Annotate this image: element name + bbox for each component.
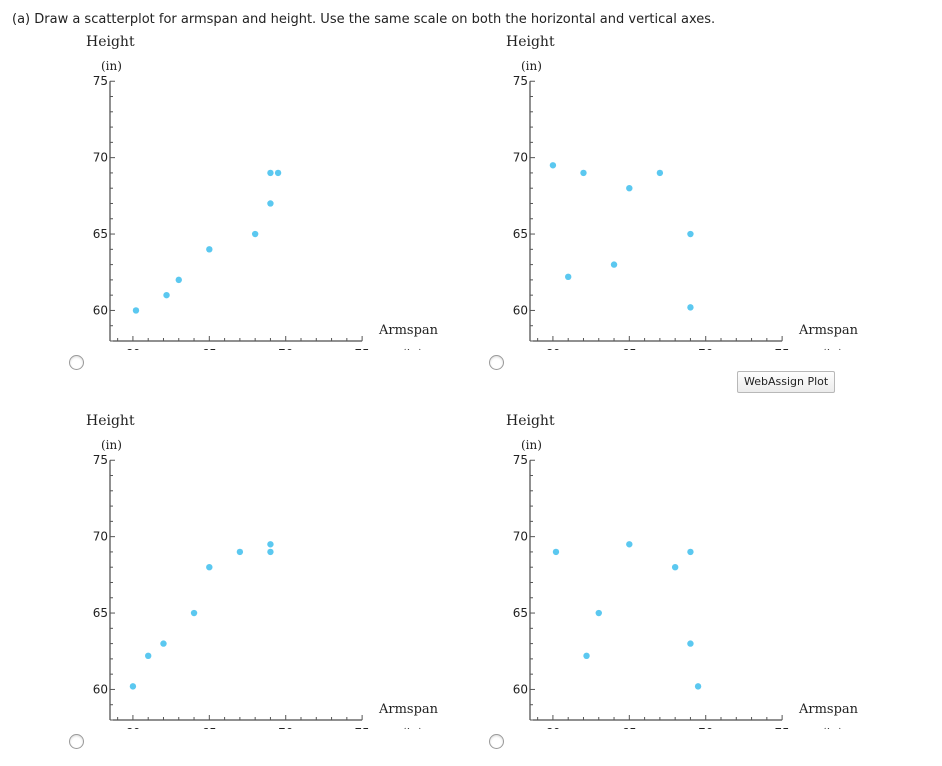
x-tick-label: 65 [622,726,637,729]
x-tick-label: 60 [125,347,140,350]
data-point [267,169,274,177]
x-axis-unit: (in) [822,347,843,350]
y-axis-label: Height [506,413,555,429]
scatterplot-option-a: 60 65 70 75 60 65 70 75 Height (in) Armspan (in) [60,30,480,350]
x-tick-label: 65 [202,347,217,350]
data-point [549,162,557,169]
y-axis-label: Height [506,34,555,50]
x-tick-label: 65 [202,726,217,729]
data-point [160,640,167,647]
y-axis-label: Height [86,34,135,50]
x-axis-unit: (in) [402,726,423,729]
y-tick-label: 65 [93,227,108,241]
x-tick-label: 70 [278,726,293,729]
data-point [267,548,274,556]
y-tick-label: 60 [513,303,528,317]
data-point [206,564,213,571]
y-tick-label: 60 [93,303,108,317]
question-text: (a) Draw a scatterplot for armspan and h… [12,12,716,27]
data-point [267,541,274,548]
x-axis-label: Armspan [378,702,439,717]
x-tick-label: 60 [125,726,140,729]
data-point [626,541,633,548]
data-point [694,683,702,690]
y-tick-label: 60 [513,682,528,696]
scatterplot-option-b: 60 65 70 75 60 65 70 75 Height (in) Armspan (in) [480,30,900,350]
y-axis-label: Height [86,413,135,429]
data-point [145,652,152,660]
x-tick-label: 70 [278,347,293,350]
data-point [175,276,182,284]
y-tick-label: 65 [513,606,528,620]
x-tick-label: 60 [545,347,560,350]
y-tick-label: 75 [513,74,528,88]
y-tick-label: 70 [93,530,108,544]
data-point [129,683,137,690]
x-tick-label: 75 [774,347,789,350]
y-axis-unit: (in) [521,438,542,452]
x-axis-label: Armspan [798,323,859,338]
data-point [687,304,694,311]
x-tick-label: 75 [354,347,369,350]
data-point [552,548,560,556]
y-axis-unit: (in) [101,59,122,73]
data-point [132,307,140,314]
scatterplot-svg: 60 65 70 75 60 65 70 75 Height (in) Armspan (in) [86,413,439,729]
radio-option-c[interactable] [69,734,84,749]
y-tick-label: 75 [93,453,108,467]
x-tick-label: 65 [622,347,637,350]
scatterplot-option-c: 60 65 70 75 60 65 70 75 Height (in) Armspan (in) [60,409,480,729]
y-tick-label: 70 [513,530,528,544]
data-point [671,564,679,571]
y-tick-label: 65 [513,227,528,241]
radio-option-b[interactable] [489,355,504,370]
data-point [206,246,213,253]
y-tick-label: 70 [513,151,528,165]
radio-option-a[interactable] [69,355,84,370]
x-axis-unit: (in) [402,347,423,350]
data-point [267,200,274,207]
x-tick-label: 75 [354,726,369,729]
y-axis-unit: (in) [521,59,542,73]
y-tick-label: 70 [93,151,108,165]
scatterplot-svg: 60 65 70 75 60 65 70 75 Height (in) Armspan (in) [506,34,859,350]
data-point [163,291,170,299]
x-tick-label: 60 [545,726,560,729]
y-tick-label: 75 [513,453,528,467]
radio-option-d[interactable] [489,734,504,749]
y-tick-label: 75 [93,74,108,88]
y-tick-label: 60 [93,682,108,696]
x-axis-unit: (in) [822,726,843,729]
x-axis-label: Armspan [798,702,859,717]
x-axis-label: Armspan [378,323,439,338]
data-point [595,609,602,617]
x-tick-label: 75 [774,726,789,729]
x-tick-label: 70 [698,347,713,350]
scatterplot-svg: 60 65 70 75 60 65 70 75 Height (in) Armspan (in) [86,34,439,350]
data-point [687,640,694,647]
data-point [274,169,282,177]
data-point [580,169,587,177]
y-axis-unit: (in) [101,438,122,452]
data-point [236,548,244,556]
y-tick-label: 65 [93,606,108,620]
x-tick-label: 70 [698,726,713,729]
data-point [626,185,633,192]
data-point [687,230,694,238]
data-point [610,261,618,268]
data-point [583,652,590,660]
data-point [565,273,572,281]
webassign-plot-button[interactable]: WebAssign Plot [737,371,836,393]
data-point [251,230,259,238]
scatterplot-svg: 60 65 70 75 60 65 70 75 Height (in) Armspan (in) [506,413,859,729]
data-point [656,169,664,177]
data-point [190,609,198,617]
data-point [687,548,694,556]
scatterplot-option-d: 60 65 70 75 60 65 70 75 Height (in) Armspan (in) [480,409,900,729]
